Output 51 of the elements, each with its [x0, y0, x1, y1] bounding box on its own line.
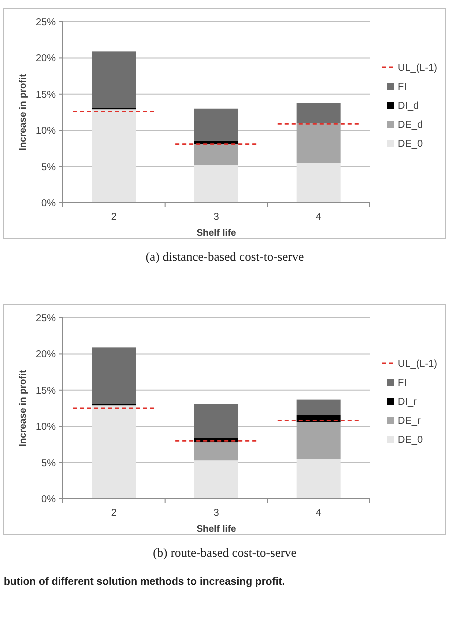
y-tick-label: 15%	[36, 386, 56, 397]
text: (a) distance-based cost-to-serve	[146, 250, 305, 264]
y-axis-title: Increase in profit	[18, 369, 29, 447]
bar	[92, 406, 136, 499]
legend-label: DE_0	[398, 139, 424, 150]
legend-label: DI_d	[398, 101, 420, 112]
bar	[194, 442, 238, 461]
legend-label: UL_(L-1)	[398, 63, 438, 74]
bar	[296, 400, 341, 416]
text: (b) route-based cost-to-serve	[153, 546, 298, 560]
bar	[194, 165, 238, 203]
y-tick-label: 5%	[42, 162, 56, 174]
x-axis-title: Shelf life	[196, 228, 236, 239]
y-tick-label: 5%	[42, 458, 56, 470]
y-tick-label: 10%	[36, 126, 56, 138]
bar	[194, 108, 238, 141]
x-tick-label: 2	[111, 508, 118, 519]
bar	[92, 110, 136, 203]
legend-label: FI	[398, 378, 407, 389]
text: bution of different solution methods to increasing profit.	[4, 576, 286, 588]
legend-label: FI	[398, 82, 407, 93]
y-tick-label: 0%	[42, 198, 56, 210]
x-tick-label: 3	[214, 508, 220, 519]
legend-label: DI_r	[398, 397, 418, 408]
bar	[296, 123, 341, 164]
x-tick-label: 3	[214, 212, 220, 223]
bar	[296, 422, 341, 460]
x-tick-label: 4	[316, 508, 322, 519]
y-tick-label: 0%	[42, 494, 56, 506]
x-axis-title: Shelf life	[196, 524, 236, 535]
bar	[194, 404, 238, 438]
bar	[92, 348, 136, 404]
y-tick-label: 25%	[36, 314, 56, 324]
legend-label: DE_0	[398, 435, 424, 446]
y-tick-label: 20%	[36, 350, 56, 361]
y-axis-title: Increase in profit	[18, 73, 29, 151]
y-tick-label: 25%	[36, 18, 56, 28]
bar	[92, 52, 136, 108]
y-tick-label: 15%	[36, 90, 56, 101]
legend-label: DE_d	[398, 120, 424, 131]
x-tick-label: 4	[316, 212, 322, 223]
bar	[296, 103, 341, 124]
bar	[194, 460, 238, 499]
bar	[296, 459, 341, 499]
legend-label: UL_(L-1)	[398, 359, 438, 370]
x-tick-label: 2	[111, 212, 118, 223]
legend-label: DE_r	[398, 416, 422, 427]
y-tick-label: 10%	[36, 422, 56, 434]
y-tick-label: 20%	[36, 54, 56, 65]
bar	[194, 144, 238, 166]
bar	[296, 163, 341, 203]
